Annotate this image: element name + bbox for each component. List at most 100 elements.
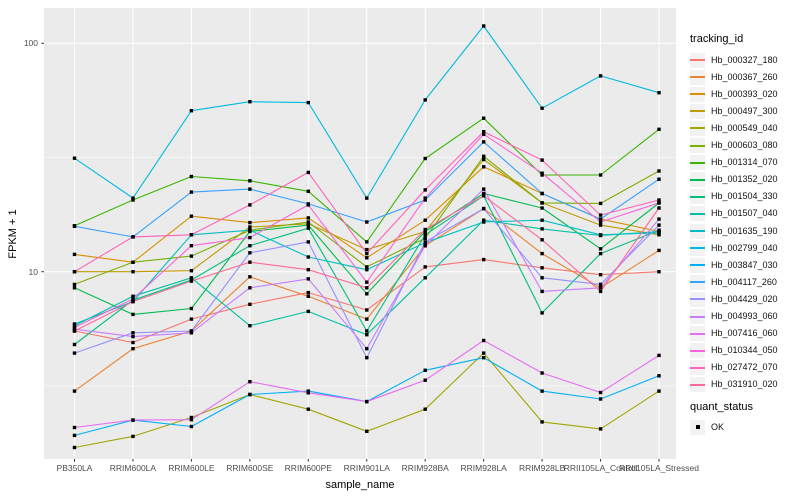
legend-color-line-icon xyxy=(690,315,705,318)
data-point xyxy=(131,331,135,335)
data-point xyxy=(482,220,486,224)
data-point xyxy=(540,371,544,375)
data-point xyxy=(306,203,310,207)
data-point xyxy=(657,201,661,205)
data-point xyxy=(189,254,194,258)
legend-item-label: Hb_031910_020 xyxy=(711,379,778,390)
data-point xyxy=(482,191,486,196)
data-point xyxy=(598,201,603,206)
legend-key-swatch xyxy=(690,223,705,239)
legend-key-swatch xyxy=(690,69,705,85)
legend-key-swatch xyxy=(690,86,705,102)
data-point xyxy=(72,270,77,274)
legend-color-line-icon xyxy=(690,93,705,96)
data-point xyxy=(657,223,661,227)
data-point xyxy=(131,418,135,422)
data-point xyxy=(657,233,661,237)
legend-color-line-icon xyxy=(690,281,705,284)
data-point xyxy=(365,317,369,321)
data-point xyxy=(306,294,310,298)
data-point xyxy=(365,399,369,404)
data-point xyxy=(189,109,194,113)
data-point xyxy=(248,187,252,191)
legend-color-line-icon xyxy=(690,195,705,198)
data-point xyxy=(248,203,252,207)
data-point xyxy=(306,389,310,393)
data-point xyxy=(598,223,603,227)
data-point xyxy=(598,173,603,177)
data-point xyxy=(598,282,603,287)
data-point xyxy=(423,276,427,280)
y-axis-title: FPKM + 1 xyxy=(7,209,19,259)
data-point xyxy=(306,407,310,411)
legend-color-line-icon xyxy=(690,349,705,352)
legend-key-swatch xyxy=(690,120,705,136)
data-point xyxy=(423,218,427,222)
data-point xyxy=(598,233,603,237)
y-tick-label: 10 xyxy=(28,266,38,277)
legend-key-swatch xyxy=(690,189,705,205)
data-point xyxy=(423,233,427,237)
data-point xyxy=(248,225,252,229)
data-point xyxy=(598,247,603,251)
data-point xyxy=(657,270,661,274)
legend-item-label: Hb_000497_300 xyxy=(711,105,778,116)
data-point xyxy=(248,179,252,183)
legend-color-line-icon xyxy=(690,59,705,61)
data-point xyxy=(482,140,486,144)
data-point xyxy=(482,206,486,211)
data-point xyxy=(423,198,427,202)
data-point xyxy=(482,132,486,136)
data-point xyxy=(423,240,427,244)
data-point xyxy=(248,244,252,248)
data-point xyxy=(365,256,369,260)
data-point xyxy=(189,276,194,280)
data-point xyxy=(306,189,310,193)
data-point xyxy=(540,276,544,280)
legend-key-quant-status xyxy=(690,419,705,435)
data-point xyxy=(365,265,369,269)
legend-color-line-icon xyxy=(690,144,705,147)
data-point xyxy=(482,194,486,198)
data-point xyxy=(306,216,310,220)
legend-item-label: Hb_004429_020 xyxy=(711,293,778,304)
data-point xyxy=(365,247,369,252)
black-square-point-icon xyxy=(695,425,700,429)
data-point xyxy=(540,227,544,231)
legend-item-label: Hb_003847_030 xyxy=(711,259,778,270)
legend-key-swatch xyxy=(690,360,705,376)
data-point xyxy=(72,286,77,290)
legend-item-label: Hb_002799_040 xyxy=(711,242,778,253)
data-point xyxy=(540,238,544,242)
data-point xyxy=(540,251,544,256)
data-point xyxy=(482,157,486,162)
legend-color-line-icon xyxy=(690,230,705,232)
data-point xyxy=(657,206,661,210)
legend-title-tracking-id: tracking_id xyxy=(690,33,744,45)
data-point xyxy=(189,244,194,248)
legend-key-swatch xyxy=(690,309,705,324)
data-point xyxy=(657,127,661,131)
data-point xyxy=(131,235,135,239)
data-point xyxy=(657,248,661,253)
legend-key-swatch xyxy=(690,172,705,188)
data-point xyxy=(72,324,77,328)
data-point xyxy=(72,351,77,355)
data-point xyxy=(365,356,369,360)
legend-key-swatch xyxy=(690,138,705,153)
data-point xyxy=(657,177,661,181)
data-point xyxy=(189,418,194,422)
data-point xyxy=(540,206,544,210)
data-point xyxy=(72,342,77,347)
data-point xyxy=(189,331,194,335)
legend-key-swatch xyxy=(690,155,705,171)
data-point xyxy=(365,251,369,256)
data-point xyxy=(482,356,486,360)
legend-key-swatch xyxy=(690,52,705,68)
legend-key-swatch xyxy=(690,326,705,342)
data-point xyxy=(365,196,369,200)
data-point xyxy=(72,445,77,450)
data-point xyxy=(657,374,661,378)
legend-key-swatch xyxy=(690,343,705,359)
data-point xyxy=(72,325,77,330)
